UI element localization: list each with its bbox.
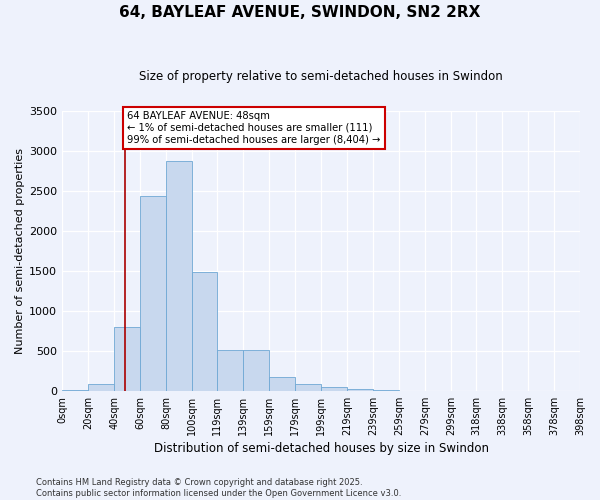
Bar (217, 350, 243, 391)
Y-axis label: Number of semi-detached properties: Number of semi-detached properties (15, 148, 25, 354)
Title: Size of property relative to semi-detached houses in Swindon: Size of property relative to semi-detach… (139, 70, 503, 83)
Bar (140, 196, 166, 391)
Bar (62, 390, 88, 391)
Text: 64, BAYLEAF AVENUE, SWINDON, SN2 2RX: 64, BAYLEAF AVENUE, SWINDON, SN2 2RX (119, 5, 481, 20)
Bar (269, 377, 295, 391)
Text: Contains HM Land Registry data © Crown copyright and database right 2025.
Contai: Contains HM Land Registry data © Crown c… (36, 478, 401, 498)
Bar (321, 387, 347, 391)
Bar (166, 161, 192, 391)
Bar (192, 272, 217, 391)
Bar (114, 327, 140, 391)
Bar (295, 384, 321, 391)
Bar (347, 389, 373, 391)
Bar (88, 384, 114, 391)
Bar (243, 350, 269, 391)
X-axis label: Distribution of semi-detached houses by size in Swindon: Distribution of semi-detached houses by … (154, 442, 488, 455)
Text: 64 BAYLEAF AVENUE: 48sqm
← 1% of semi-detached houses are smaller (111)
99% of s: 64 BAYLEAF AVENUE: 48sqm ← 1% of semi-de… (127, 112, 380, 144)
